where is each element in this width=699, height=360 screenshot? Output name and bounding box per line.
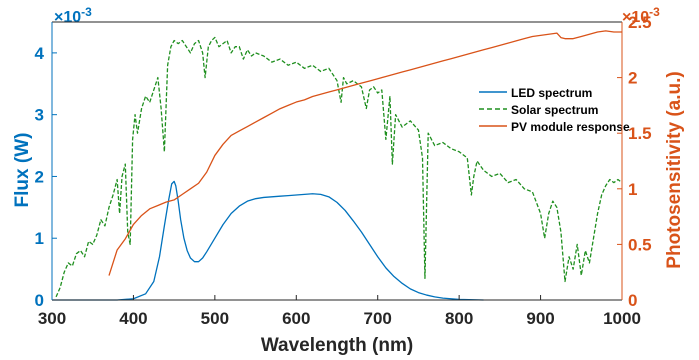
x-tick-label: 300 bbox=[38, 309, 66, 328]
series-line-pv bbox=[108, 30, 622, 276]
series-lines bbox=[52, 30, 623, 301]
right-axis-multiplier: ×10-3 bbox=[622, 5, 660, 26]
tick-labels: 300 400 500 600 700 800 900 10000123400.511.522… bbox=[35, 13, 652, 328]
x-tick-label: 900 bbox=[526, 309, 554, 328]
y-right-tick-label: 2.5 bbox=[628, 13, 652, 32]
x-tick-label: 700 bbox=[364, 309, 392, 328]
y-left-tick-label: 1 bbox=[35, 229, 44, 248]
y-right-tick-label: 1.5 bbox=[628, 124, 652, 143]
legend-label-led: LED spectrum bbox=[511, 86, 592, 100]
y-right-tick-label: 2 bbox=[628, 69, 637, 88]
x-tick-label: 800 bbox=[445, 309, 473, 328]
legend-label-pv: PV module response bbox=[511, 120, 630, 134]
x-tick-label: 400 bbox=[119, 309, 147, 328]
y-left-tick-label: 3 bbox=[35, 106, 44, 125]
x-tick-label: 500 bbox=[201, 309, 229, 328]
axes-frame bbox=[51, 21, 623, 301]
y-left-tick-label: 0 bbox=[35, 291, 44, 310]
y-right-tick-label: 0.5 bbox=[628, 235, 652, 254]
y-axis-right-label: Photosensitivity (a.u.) bbox=[664, 71, 685, 268]
legend: LED spectrum Solar spectrum PV module re… bbox=[473, 81, 630, 139]
left-axis-multiplier: ×10-3 bbox=[54, 5, 92, 26]
x-tick-label: 1000 bbox=[603, 309, 641, 328]
y-left-tick-label: 4 bbox=[35, 44, 45, 63]
y-axis-left-label: Flux (W) bbox=[12, 133, 33, 208]
y-right-tick-label: 0 bbox=[628, 291, 637, 310]
x-tick-label: 600 bbox=[282, 309, 310, 328]
series-line-solar bbox=[55, 36, 623, 298]
y-right-tick-label: 1 bbox=[628, 180, 637, 199]
legend-label-solar: Solar spectrum bbox=[511, 103, 598, 117]
y-left-tick-label: 2 bbox=[35, 167, 44, 186]
series-line-led bbox=[52, 180, 484, 301]
x-axis-label: Wavelength (nm) bbox=[261, 335, 413, 356]
